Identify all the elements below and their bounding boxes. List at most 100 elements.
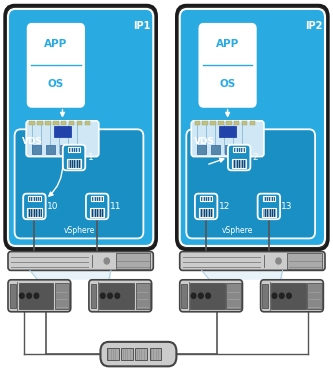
- Bar: [194, 121, 200, 125]
- Bar: [239, 145, 247, 153]
- Bar: [250, 121, 255, 125]
- Bar: [32, 145, 41, 153]
- Circle shape: [276, 258, 281, 264]
- FancyBboxPatch shape: [26, 121, 99, 157]
- Circle shape: [272, 293, 277, 298]
- Bar: [200, 196, 212, 200]
- Bar: [232, 160, 246, 168]
- Bar: [19, 283, 53, 309]
- FancyBboxPatch shape: [8, 252, 153, 270]
- Bar: [91, 283, 97, 308]
- FancyBboxPatch shape: [5, 5, 157, 250]
- FancyBboxPatch shape: [180, 252, 325, 270]
- Bar: [219, 126, 236, 137]
- Bar: [136, 283, 150, 309]
- Circle shape: [101, 293, 105, 298]
- Circle shape: [104, 258, 110, 264]
- FancyBboxPatch shape: [8, 280, 71, 312]
- Bar: [242, 121, 247, 125]
- FancyBboxPatch shape: [199, 24, 256, 107]
- Text: 13: 13: [281, 202, 293, 211]
- Bar: [271, 283, 306, 309]
- Bar: [190, 283, 225, 309]
- Text: vSphere: vSphere: [222, 226, 253, 235]
- Bar: [226, 121, 231, 125]
- Text: 12: 12: [218, 202, 230, 211]
- Bar: [90, 208, 105, 217]
- Bar: [54, 126, 71, 137]
- Text: VDS: VDS: [194, 137, 215, 146]
- FancyBboxPatch shape: [228, 145, 250, 170]
- Bar: [45, 121, 51, 125]
- Polygon shape: [30, 270, 111, 280]
- FancyBboxPatch shape: [186, 129, 315, 238]
- Circle shape: [198, 293, 203, 298]
- Bar: [210, 121, 216, 125]
- Bar: [68, 147, 80, 152]
- Bar: [181, 283, 187, 308]
- Bar: [53, 121, 59, 125]
- FancyBboxPatch shape: [176, 5, 328, 250]
- Bar: [136, 348, 147, 360]
- Bar: [234, 121, 239, 125]
- Bar: [29, 121, 35, 125]
- Bar: [100, 283, 134, 309]
- FancyBboxPatch shape: [101, 342, 176, 366]
- Text: 1: 1: [88, 153, 94, 162]
- Bar: [225, 145, 233, 153]
- Circle shape: [108, 293, 112, 298]
- Bar: [74, 145, 82, 153]
- FancyBboxPatch shape: [180, 280, 242, 312]
- Bar: [121, 348, 133, 360]
- Bar: [85, 121, 90, 125]
- Bar: [226, 283, 241, 309]
- Bar: [107, 348, 119, 360]
- Bar: [77, 121, 82, 125]
- Text: IP2: IP2: [305, 21, 323, 31]
- Circle shape: [20, 293, 24, 298]
- Bar: [116, 254, 151, 268]
- Bar: [211, 145, 220, 153]
- Text: 10: 10: [47, 202, 58, 211]
- Text: 2: 2: [253, 153, 258, 162]
- Bar: [202, 121, 208, 125]
- Bar: [233, 147, 245, 152]
- FancyBboxPatch shape: [180, 9, 325, 246]
- Bar: [60, 145, 68, 153]
- Text: vSphere: vSphere: [63, 226, 95, 235]
- Text: APP: APP: [216, 39, 239, 49]
- Circle shape: [206, 293, 210, 298]
- Circle shape: [115, 293, 120, 298]
- Bar: [46, 145, 55, 153]
- Bar: [263, 196, 275, 200]
- Bar: [55, 283, 69, 309]
- FancyBboxPatch shape: [258, 194, 280, 219]
- FancyBboxPatch shape: [15, 129, 144, 238]
- Bar: [150, 348, 161, 360]
- FancyBboxPatch shape: [23, 194, 46, 219]
- Bar: [218, 121, 224, 125]
- FancyBboxPatch shape: [195, 194, 217, 219]
- FancyBboxPatch shape: [63, 145, 85, 170]
- Text: IP1: IP1: [134, 21, 151, 31]
- Text: APP: APP: [44, 39, 68, 49]
- Circle shape: [287, 293, 291, 298]
- Bar: [61, 121, 67, 125]
- Bar: [262, 283, 268, 308]
- Polygon shape: [202, 270, 283, 280]
- FancyBboxPatch shape: [8, 9, 153, 246]
- Bar: [91, 196, 103, 200]
- Bar: [287, 254, 322, 268]
- Circle shape: [279, 293, 284, 298]
- FancyBboxPatch shape: [191, 121, 264, 157]
- Bar: [307, 283, 322, 309]
- Bar: [261, 208, 276, 217]
- Circle shape: [27, 293, 31, 298]
- FancyBboxPatch shape: [89, 280, 152, 312]
- Bar: [37, 121, 43, 125]
- Bar: [69, 121, 74, 125]
- Text: VDS: VDS: [22, 137, 43, 146]
- FancyBboxPatch shape: [261, 280, 323, 312]
- Bar: [27, 208, 42, 217]
- Text: OS: OS: [219, 79, 236, 89]
